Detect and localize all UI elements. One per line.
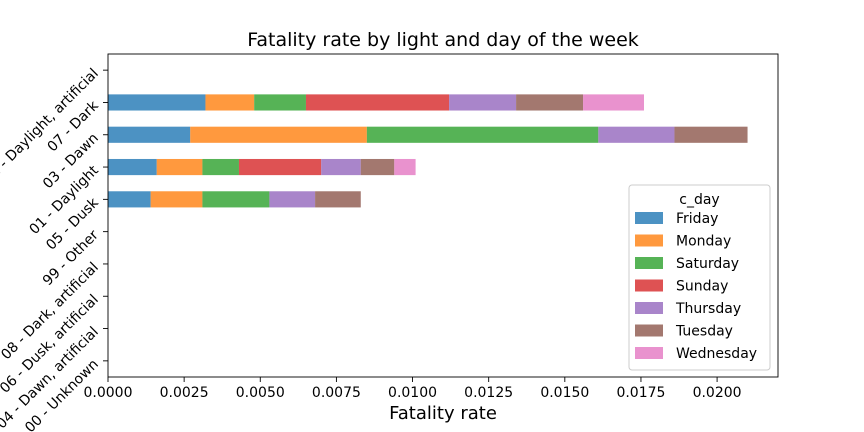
bar-thursday-3: [321, 158, 361, 176]
legend-swatch-friday: [635, 212, 663, 224]
bar-saturday-4: [202, 191, 270, 208]
x-axis: 0.0000 0.0025 0.0050 0.0075 0.0100 0.0125 0.01…: [84, 377, 742, 401]
legend-label-monday: Monday: [676, 234, 731, 250]
bar-thursday-4: [269, 191, 316, 208]
bar-saturday-2: [366, 126, 599, 143]
bar-sunday-3: [238, 158, 322, 176]
bar-sunday-1: [305, 94, 450, 111]
bar-tuesday-2: [674, 126, 748, 143]
bar-friday-1: [108, 94, 206, 111]
legend-label-tuesday: Tuesday: [675, 324, 733, 340]
bar-monday-3: [156, 158, 203, 176]
bar-friday-4: [108, 191, 151, 208]
x-tick-label: 0.0125: [464, 385, 513, 401]
bar-tuesday-1: [516, 94, 584, 111]
x-tick-label: 0.0025: [160, 385, 209, 401]
bar-saturday-3: [202, 158, 239, 176]
legend-swatch-sunday: [635, 279, 663, 292]
bar-saturday-1: [254, 94, 306, 111]
legend-swatch-monday: [635, 234, 663, 247]
legend-box: [628, 184, 771, 371]
plot-frame: [107, 53, 779, 378]
bar-monday-2: [190, 126, 367, 143]
bar-friday-2: [108, 126, 191, 143]
legend: c_day Friday Monday Saturday Sunday Thursday T…: [628, 184, 771, 371]
legend-swatch-tuesday: [635, 324, 663, 337]
bar-tuesday-3: [360, 158, 395, 176]
bar-wednesday-3: [394, 158, 416, 176]
bars: [108, 94, 748, 208]
legend-swatch-thursday: [635, 302, 663, 314]
x-tick-label: 0.0000: [84, 385, 133, 401]
legend-title: c_day: [679, 192, 719, 208]
x-tick-label: 0.0150: [540, 385, 589, 401]
bar-monday-4: [150, 191, 203, 208]
x-tick-label: 0.0200: [693, 385, 742, 401]
legend-label-saturday: Saturday: [676, 256, 739, 272]
bar-thursday-1: [449, 94, 517, 111]
legend-swatch-wednesday: [635, 347, 663, 359]
bar-thursday-2: [598, 126, 675, 143]
bar-wednesday-1: [583, 94, 644, 111]
x-tick-label: 0.0075: [312, 385, 361, 401]
legend-label-friday: Friday: [676, 211, 718, 227]
bar-friday-3: [108, 158, 157, 176]
legend-label-thursday: Thursday: [675, 301, 741, 317]
x-tick-label: 0.0100: [388, 385, 437, 401]
x-axis-label: Fatality rate: [389, 403, 497, 424]
legend-label-sunday: Sunday: [676, 279, 728, 295]
chart-title: Fatality rate by light and day of the we…: [247, 29, 639, 51]
legend-swatch-saturday: [635, 257, 663, 269]
legend-label-wednesday: Wednesday: [676, 346, 757, 362]
x-tick-label: 0.0175: [616, 385, 665, 401]
bar-monday-1: [205, 94, 255, 111]
x-tick-label: 0.0050: [236, 385, 285, 401]
bar-tuesday-4: [315, 191, 361, 208]
